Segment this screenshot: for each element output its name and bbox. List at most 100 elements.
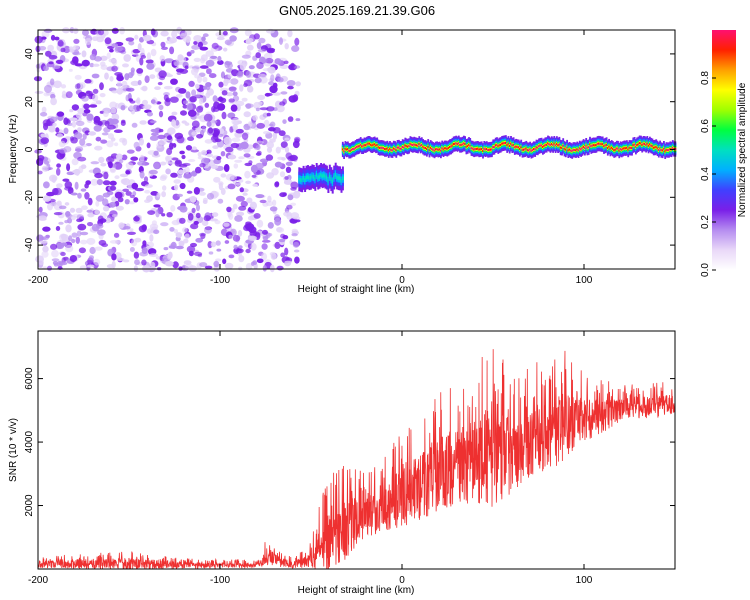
spectrogram-noise-cell: [146, 241, 155, 248]
spectrogram-noise-cell: [97, 229, 106, 236]
spectrogram-noise-cell: [50, 93, 56, 99]
spectrogram-band-cell: [298, 177, 301, 182]
spectrogram-band-cell: [522, 148, 525, 151]
spectrogram-noise-cell: [156, 142, 163, 149]
spectrogram-noise-cell: [185, 263, 194, 270]
spectrogram-noise-cell: [58, 261, 68, 266]
spectrogram-noise-cell: [123, 226, 131, 230]
spectrogram-band-cell: [450, 145, 452, 148]
spectrogram-noise-cell: [238, 245, 243, 249]
spectrogram-noise-cell: [256, 258, 264, 264]
spectrogram-noise-cell: [146, 228, 153, 234]
spectrogram-noise-cell: [199, 65, 209, 69]
spectrogram-band-cell: [331, 179, 334, 184]
spectrogram-noise-cell: [205, 92, 210, 99]
spectrogram-noise-cell: [228, 212, 234, 220]
spectrogram-band-cell: [640, 142, 642, 145]
spectrogram-band-cell: [350, 148, 353, 151]
spectrogram-noise-cell: [186, 35, 191, 44]
spectrogram-noise-cell: [245, 221, 252, 226]
spectrogram-noise-cell: [53, 80, 62, 89]
spectrogram-noise-cell: [54, 36, 60, 41]
spectrogram-noise-cell: [141, 85, 148, 92]
spectrogram-noise-cell: [179, 33, 187, 39]
spectrogram-noise-cell: [64, 220, 69, 224]
spectrogram-noise-cell: [201, 125, 206, 133]
x-tick-label: 100: [576, 575, 593, 586]
spectrogram-noise-cell: [77, 108, 85, 114]
spectrogram-noise-cell: [227, 183, 236, 190]
spectrogram-noise-cell: [255, 194, 265, 199]
spectrogram-noise-cell: [280, 91, 288, 95]
spectrogram-noise-cell: [146, 111, 153, 117]
spectrogram-noise-cell: [110, 118, 119, 125]
spectrogram-band-cell: [536, 146, 539, 149]
spectrogram-noise-cell: [122, 259, 130, 263]
spectrogram-noise-cell: [179, 68, 189, 74]
colorbar-tick-label: 0.4: [700, 167, 711, 181]
spectrogram-band-cell: [671, 146, 674, 149]
spectrogram-noise-cell: [40, 133, 46, 138]
spectrogram-noise-cell: [63, 117, 69, 125]
spectrogram-band-cell: [580, 148, 582, 151]
spectrogram-noise-cell: [169, 227, 175, 232]
spectrogram-noise-cell: [38, 259, 44, 266]
spectrogram-band-cell: [315, 173, 318, 177]
spectrogram-noise-cell: [183, 260, 192, 265]
spectrogram-noise-cell: [113, 232, 120, 238]
spectrogram-band-cell: [485, 147, 488, 150]
spectrogram-noise-cell: [173, 179, 181, 184]
spectrogram-noise-cell: [132, 49, 141, 54]
spectrogram-noise-cell: [188, 80, 195, 87]
spectrogram-noise-cell: [126, 149, 135, 154]
spectrogram-noise-cell: [104, 72, 109, 80]
spectrogram-noise-cell: [118, 159, 124, 164]
spectrogram-band-cell: [473, 148, 475, 151]
spectrogram-noise-cell: [73, 38, 80, 44]
spectrogram-noise-cell: [233, 244, 238, 250]
spectrogram-noise-cell: [189, 96, 197, 103]
spectrogram-band-cell: [441, 147, 444, 150]
spectrogram-band-cell: [341, 176, 344, 181]
spectrogram-band-cell: [595, 144, 598, 147]
spectrogram-noise-cell: [106, 140, 114, 148]
spectrogram-noise-cell: [72, 45, 80, 50]
spectrogram-noise-cell: [201, 150, 207, 156]
spectrogram-noise-cell: [150, 265, 156, 271]
spectrogram-noise-cell: [293, 249, 300, 253]
spectrogram-band-cell: [387, 149, 390, 152]
spectrogram-noise-cell: [93, 124, 102, 132]
spectrogram-noise-cell: [280, 141, 288, 149]
spectrogram-noise-cell: [204, 102, 210, 108]
spectrogram-noise-cell: [230, 104, 238, 112]
spectrogram-noise-cell: [69, 255, 78, 262]
spectrogram-noise-cell: [60, 251, 66, 257]
spectrogram-noise-cell: [238, 205, 247, 211]
spectrogram-noise-cell: [279, 37, 283, 45]
spectrogram-noise-cell: [295, 81, 302, 87]
spectrogram-noise-cell: [75, 207, 83, 214]
spectrogram-band-cell: [624, 147, 627, 150]
spectrogram-band-cell: [631, 146, 633, 149]
spectrogram-noise-cell: [205, 50, 214, 57]
spectrogram-noise-cell: [133, 216, 140, 222]
spectrogram-noise-cell: [248, 65, 255, 70]
spectrogram-band-cell: [323, 173, 325, 178]
spectrogram-noise-cell: [98, 156, 105, 164]
spectrogram-band-cell: [409, 142, 412, 145]
spectrogram-noise-cell: [144, 199, 151, 204]
spectrogram-noise-cell: [216, 36, 225, 41]
spectrogram-band-cell: [368, 142, 371, 145]
spectrogram-noise-cell: [100, 162, 107, 167]
spectrogram-noise-cell: [207, 127, 214, 134]
spectrogram-noise-cell: [66, 163, 71, 172]
spectrogram-noise-cell: [65, 211, 71, 217]
spectrogram-noise-cell: [41, 236, 49, 241]
spectrogram-noise-cell: [43, 181, 50, 189]
spectrogram-noise-cell: [186, 190, 193, 194]
spectrogram-noise-cell: [149, 135, 159, 141]
spectrogram-band-cell: [466, 145, 469, 148]
spectrogram-band-cell: [577, 149, 580, 152]
spectrogram-band-cell: [655, 145, 658, 148]
spectrogram-noise-cell: [104, 217, 112, 224]
